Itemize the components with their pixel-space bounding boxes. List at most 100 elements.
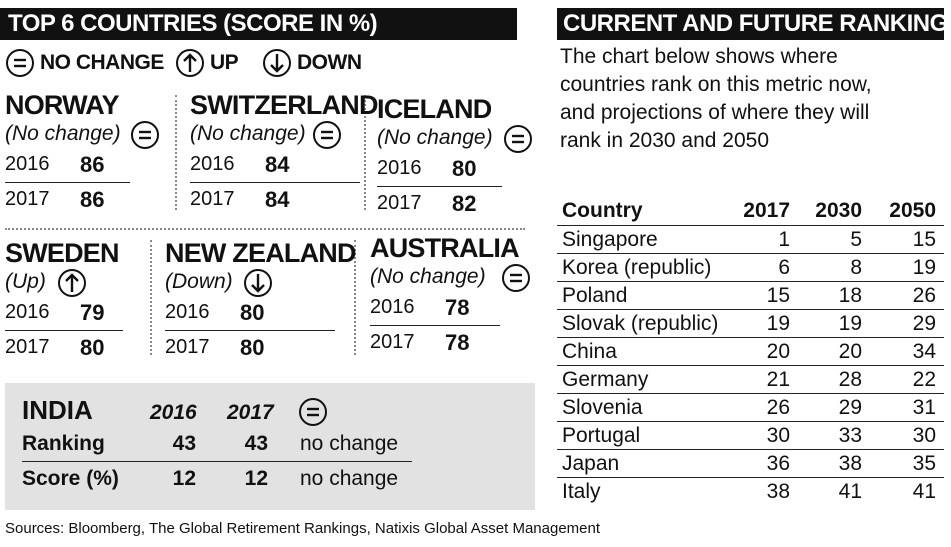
year: 2016 xyxy=(5,153,50,175)
country-status: (Up) xyxy=(5,270,46,293)
rank: 26 xyxy=(912,284,936,307)
row-label: Ranking xyxy=(22,432,105,455)
rank: 41 xyxy=(838,480,862,503)
country-status: (No change) xyxy=(5,122,121,145)
india-box xyxy=(5,383,535,510)
country: Korea (republic) xyxy=(562,256,712,279)
score: 79 xyxy=(80,300,105,325)
section-title: CURRENT AND FUTURE RANKINGS xyxy=(563,10,951,37)
icon-down xyxy=(244,269,272,297)
rank: 20 xyxy=(838,340,862,363)
rank: 19 xyxy=(912,256,936,279)
icon-eq xyxy=(313,121,341,149)
country: Poland xyxy=(562,284,628,307)
rank: 22 xyxy=(912,368,936,391)
value: 12 xyxy=(172,467,196,490)
column-header: 2016 xyxy=(150,401,197,424)
rule xyxy=(5,330,123,331)
icon-eq xyxy=(131,121,159,149)
section-title: TOP 6 COUNTRIES (SCORE IN %) xyxy=(8,10,378,37)
rank: 38 xyxy=(838,452,862,475)
rank: 28 xyxy=(838,368,862,391)
rule xyxy=(557,337,944,338)
score: 80 xyxy=(240,335,265,360)
legend-label: NO CHANGE xyxy=(40,51,164,74)
icon-eq xyxy=(504,125,532,153)
description: rank in 2030 and 2050 xyxy=(560,129,770,152)
rank: 26 xyxy=(766,396,790,419)
year: 2017 xyxy=(165,336,210,358)
rank: 5 xyxy=(850,228,862,251)
source-note: Sources: Bloomberg, The Global Retiremen… xyxy=(5,520,601,537)
year: 2017 xyxy=(5,188,50,210)
country-name: NORWAY xyxy=(5,90,120,120)
column-header: 2017 xyxy=(743,199,790,222)
rank: 8 xyxy=(850,256,862,279)
country: Singapore xyxy=(562,228,658,251)
year: 2017 xyxy=(5,336,50,358)
country-name: ICELAND xyxy=(377,94,492,124)
year: 2016 xyxy=(165,301,210,323)
column-header: Country xyxy=(562,199,643,222)
rank: 30 xyxy=(912,424,936,447)
rank: 15 xyxy=(766,284,790,307)
status: no change xyxy=(300,467,399,490)
rule xyxy=(377,186,502,187)
rank: 41 xyxy=(912,480,936,503)
country: Germany xyxy=(562,368,649,391)
separator xyxy=(354,240,356,355)
rank: 18 xyxy=(838,284,862,307)
separator xyxy=(175,95,177,210)
rule xyxy=(165,330,335,331)
status: no change xyxy=(300,432,399,455)
country-name: NEW ZEALAND xyxy=(165,238,356,268)
legend-label: DOWN xyxy=(297,51,362,74)
rank: 30 xyxy=(766,424,790,447)
description: and projections of where they will xyxy=(560,101,870,124)
icon-down xyxy=(263,49,291,77)
score: 84 xyxy=(265,187,290,212)
title-bar xyxy=(0,8,517,40)
rule xyxy=(22,461,412,462)
score: 78 xyxy=(445,295,470,320)
year: 2017 xyxy=(190,188,235,210)
icon-up xyxy=(58,269,86,297)
row-label: Score (%) xyxy=(22,467,119,490)
rank: 21 xyxy=(766,368,790,391)
value: 43 xyxy=(244,432,268,455)
score: 80 xyxy=(452,156,477,181)
score: 78 xyxy=(445,330,470,355)
country: Japan xyxy=(562,452,620,475)
icon-up xyxy=(176,49,204,77)
rank: 29 xyxy=(912,312,936,335)
year: 2016 xyxy=(377,157,422,179)
rule xyxy=(557,365,944,366)
rank: 6 xyxy=(778,256,790,279)
country-name: SWEDEN xyxy=(5,238,120,268)
rank: 33 xyxy=(838,424,862,447)
score: 86 xyxy=(80,187,105,212)
country: Slovak (republic) xyxy=(562,312,719,335)
score: 82 xyxy=(452,191,477,216)
rank: 36 xyxy=(766,452,790,475)
score: 84 xyxy=(265,152,290,177)
rule xyxy=(557,225,944,226)
country: China xyxy=(562,340,617,363)
rule xyxy=(557,449,944,450)
column-header: 2017 xyxy=(227,401,274,424)
rank: 38 xyxy=(766,480,790,503)
score: 86 xyxy=(80,152,105,177)
rank: 20 xyxy=(766,340,790,363)
rule xyxy=(5,182,130,183)
country-status: (No change) xyxy=(377,126,493,149)
rule xyxy=(557,421,944,422)
rank: 35 xyxy=(912,452,936,475)
value: 43 xyxy=(172,432,196,455)
column-header: 2050 xyxy=(889,199,936,222)
country-status: (No change) xyxy=(370,265,486,288)
rank: 29 xyxy=(838,396,862,419)
country: Portugal xyxy=(562,424,641,447)
legend-label: UP xyxy=(210,51,239,74)
rank: 34 xyxy=(912,340,936,363)
country-status: (No change) xyxy=(190,122,306,145)
